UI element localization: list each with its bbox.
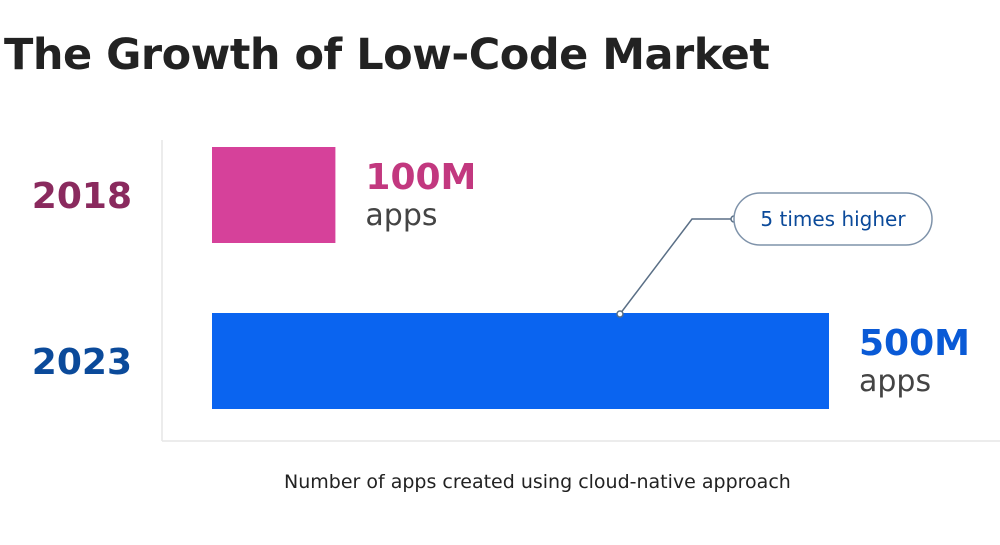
annotation-callout-box (733, 192, 933, 246)
annotation-layer: 5 times higher (616, 192, 933, 318)
value-label-2018: 100M (365, 157, 476, 198)
value-unit-label-2018: apps (365, 198, 437, 233)
annotation-callout-text: 5 times higher (760, 207, 906, 231)
annotation-leader-line (619, 218, 734, 315)
category-label-2023: 2023 (32, 342, 132, 383)
value-label-2023: 500M (859, 323, 970, 364)
bar-2023 (212, 313, 829, 409)
category-label-2018: 2018 (32, 176, 132, 217)
annotation-anchor-dot (616, 310, 624, 318)
x-axis-caption: Number of apps created using cloud-nativ… (284, 471, 791, 493)
value-unit-label-2023: apps (859, 364, 931, 399)
bar-2018 (212, 147, 336, 243)
page-title: The Growth of Low-Code Market (4, 30, 770, 80)
